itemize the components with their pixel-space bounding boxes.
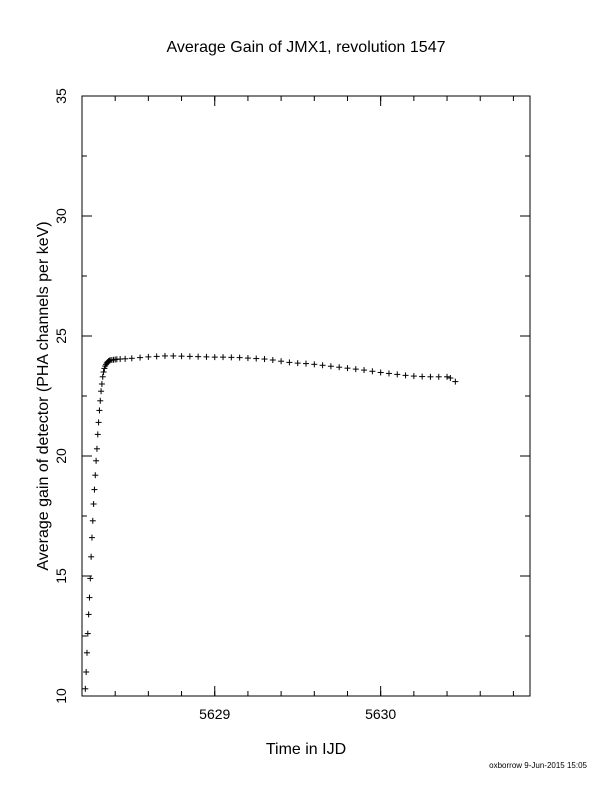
data-point [86,594,93,601]
data-point [84,630,91,637]
data-point [91,486,98,493]
data-point [228,354,235,361]
data-point [377,369,384,376]
data-points [82,352,459,692]
data-point [186,353,193,360]
chart-title: Average Gain of JMX1, revolution 1547 [167,39,446,56]
y-tick-label: 35 [53,88,69,104]
y-tick-label: 15 [53,568,69,584]
data-point [96,407,103,414]
data-point [294,360,301,367]
data-point [100,369,107,375]
data-point [447,375,454,381]
data-point [82,685,89,692]
data-point [303,360,309,367]
x-axis-label: Time in IJD [266,741,346,758]
data-point [336,364,343,371]
data-point [178,353,185,360]
data-point [244,355,251,362]
data-point [203,353,210,360]
x-tick-label: 5630 [365,706,396,722]
data-point [269,357,276,363]
data-point [427,373,434,380]
data-point [327,363,334,370]
data-point [444,373,451,380]
data-point [319,362,326,369]
data-point [128,355,135,362]
data-point [220,354,227,361]
data-point [95,419,102,426]
data-point [419,373,426,380]
data-point [410,373,417,380]
data-point [361,367,368,374]
y-axis: 10 15 20 25 30 35 [53,88,530,704]
data-point [211,354,218,361]
plot-frame [81,95,531,697]
y-tick-label: 10 [53,688,69,704]
data-point [137,354,144,361]
data-point [98,388,105,395]
data-point [153,353,160,360]
data-point [286,359,293,366]
data-point [311,361,318,368]
data-point [369,368,376,375]
data-point [88,534,95,541]
data-point [145,353,152,360]
data-point [98,381,105,387]
data-point [97,397,104,404]
data-point [88,553,95,560]
data-point [170,352,177,359]
data-point [236,354,243,361]
y-tick-label: 20 [53,448,69,464]
y-tick-label: 30 [53,208,69,224]
data-point [385,370,392,377]
data-point [261,356,268,363]
data-point [93,457,100,464]
data-point [94,431,101,438]
x-axis: 5629 5630 [81,96,514,722]
data-point [161,352,168,359]
data-point [352,366,359,373]
data-point [93,445,100,452]
data-point [402,372,409,379]
data-point [253,355,260,362]
data-point [122,355,129,362]
y-axis-label: Average gain of detector (PHA channels p… [35,221,52,570]
data-point [85,611,92,618]
data-point [90,501,97,507]
data-point [87,575,94,582]
footer-credit: oxborrow 9-Jun-2015 15:05 [489,761,587,770]
y-tick-label: 25 [53,328,69,344]
data-point [344,365,351,372]
data-point [435,373,442,380]
x-tick-label: 5629 [199,706,230,722]
data-point [99,373,106,380]
data-point [83,669,90,675]
data-point [394,371,401,378]
data-point [92,472,99,479]
data-point [83,649,90,656]
data-point [278,358,285,365]
data-point [452,378,459,385]
data-point [89,517,96,524]
data-point [195,353,202,360]
